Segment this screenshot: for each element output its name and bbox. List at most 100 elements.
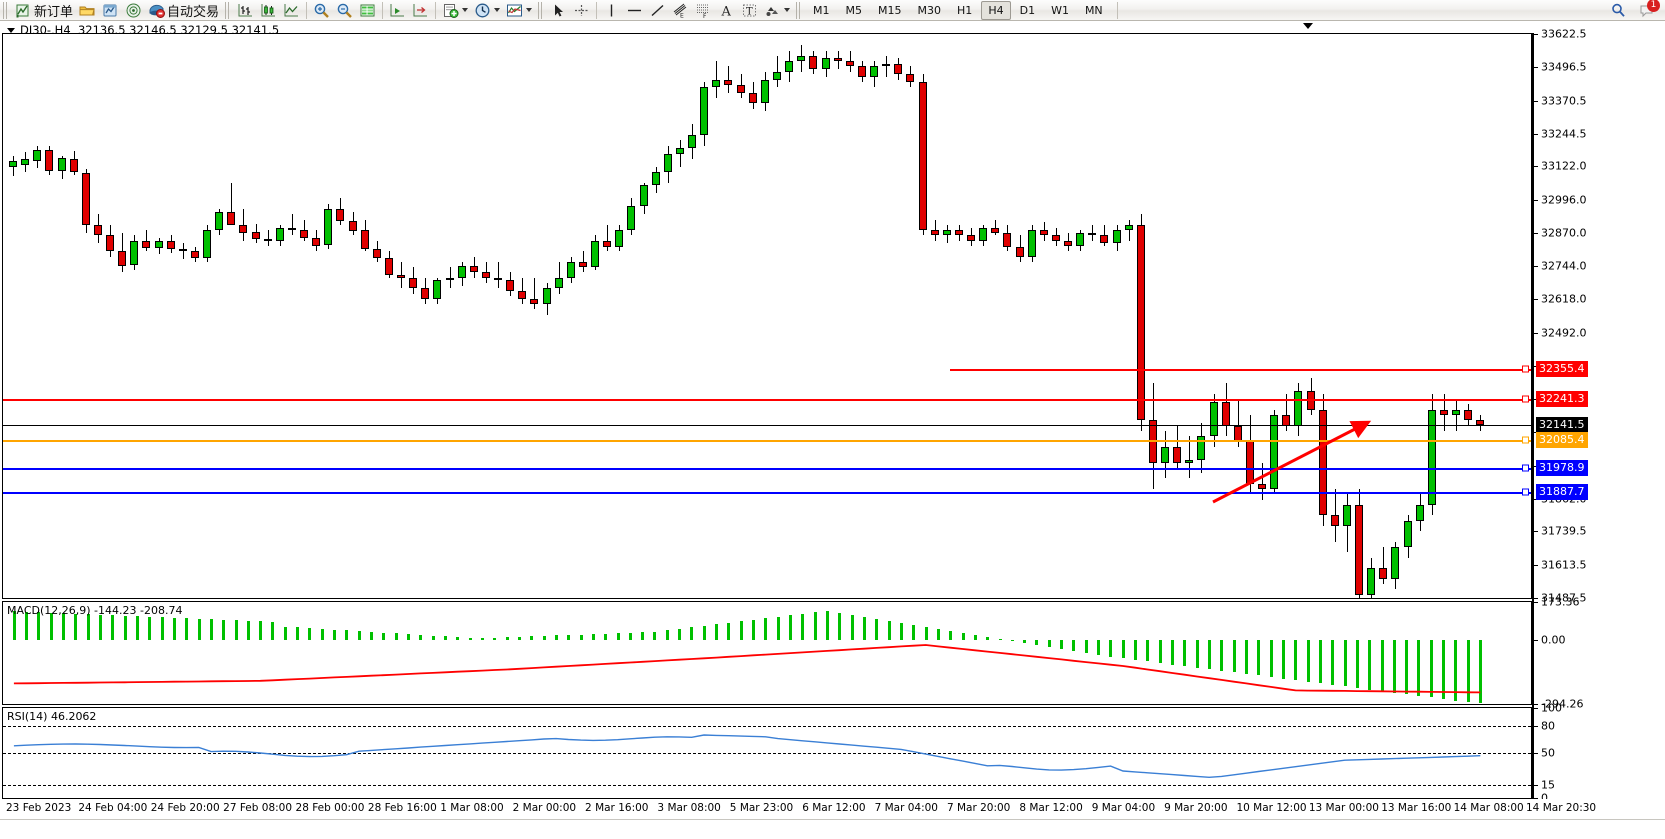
bar-chart-button[interactable]	[234, 0, 257, 20]
price-tick-label: 33370.5	[1541, 94, 1587, 108]
macd-bar	[37, 612, 41, 640]
indicators-button[interactable]	[503, 0, 535, 20]
timeframe-h4[interactable]: H4	[981, 0, 1011, 20]
price-tick	[1534, 100, 1538, 102]
navigator-button[interactable]	[122, 0, 145, 20]
timeframe-m30[interactable]: M30	[917, 3, 942, 17]
new-order-button[interactable]: 新订单	[12, 0, 76, 20]
macd-bar	[320, 628, 324, 640]
price-level-handle[interactable]	[1522, 436, 1529, 444]
price-level-resistance-lower[interactable]	[3, 398, 1531, 401]
auto-scroll-button[interactable]	[409, 0, 432, 20]
macd-bar	[98, 614, 102, 640]
templates-dropdown-arrow[interactable]	[462, 8, 469, 12]
time-tick-label: 7 Mar 20:00	[946, 802, 1011, 814]
chart-collapse-arrow-icon[interactable]	[1303, 23, 1313, 29]
macd-indicator-pane[interactable]: MACD(12,26,9) -144.23 -208.74	[2, 601, 1532, 705]
price-level-handle[interactable]	[1522, 395, 1529, 403]
price-level-handle[interactable]	[1522, 488, 1529, 496]
toolbar-grip-4[interactable]	[796, 1, 803, 19]
vertical-line-button[interactable]	[600, 0, 623, 20]
candle-body	[21, 158, 30, 165]
macd-bar	[875, 618, 879, 640]
macd-bar	[49, 612, 53, 640]
candlestick-chart-button[interactable]	[257, 0, 280, 20]
crosshair-button[interactable]	[570, 0, 593, 20]
timeframe-w1[interactable]: W1	[1051, 3, 1069, 17]
rsi-tick	[1534, 784, 1538, 786]
price-tag-resistance-upper: 32355.4	[1536, 360, 1588, 377]
trend-line-button[interactable]	[646, 0, 669, 20]
period-icon	[474, 2, 491, 19]
period-button[interactable]	[471, 0, 503, 20]
timeframe-m5[interactable]: M5	[845, 3, 863, 17]
shapes-button[interactable]	[761, 0, 793, 20]
timeframe-mn[interactable]: MN	[1084, 3, 1103, 17]
line-chart-button[interactable]	[280, 0, 303, 20]
equidistant-channel-button[interactable]: E	[669, 0, 692, 20]
cursor-button[interactable]	[547, 0, 570, 20]
candle-body	[1439, 409, 1448, 416]
price-level-support-lower[interactable]	[3, 492, 1531, 495]
macd-bar	[1047, 639, 1051, 648]
templates-button[interactable]	[439, 0, 471, 20]
time-axis[interactable]: 23 Feb 2023 24 Feb 04:00 24 Feb 20:00 27 Fe…	[2, 799, 1665, 819]
chart-shift-button[interactable]	[386, 0, 409, 20]
timeframe-m1[interactable]: M1	[813, 3, 830, 17]
toolbar-grip[interactable]	[3, 1, 9, 19]
candle-body	[578, 261, 587, 268]
equidistant-channel-icon: E	[672, 2, 689, 19]
market-watch-button[interactable]	[99, 0, 122, 20]
timeframe-m15[interactable]: M15	[878, 3, 902, 17]
alerts-button[interactable]: 1	[1636, 0, 1660, 20]
time-tick-label: 27 Feb 08:00	[223, 802, 293, 814]
rsi-tick-label: 50	[1541, 746, 1555, 760]
price-chart-pane[interactable]	[2, 33, 1532, 599]
macd-bar	[456, 637, 460, 640]
macd-bar	[825, 610, 829, 640]
toolbar-grip-3[interactable]	[538, 1, 545, 19]
toolbar-grip-2[interactable]	[225, 1, 232, 19]
indicators-dropdown-arrow[interactable]	[526, 8, 533, 12]
candle-body	[1464, 409, 1473, 421]
macd-bar	[604, 633, 608, 640]
macd-bar	[1429, 639, 1433, 698]
candle-body	[845, 61, 854, 67]
price-level-handle[interactable]	[1522, 365, 1529, 373]
shapes-dropdown-arrow[interactable]	[784, 8, 791, 12]
text-button[interactable]: A	[715, 0, 738, 20]
auto-trading-button[interactable]: 自动交易	[145, 0, 222, 20]
price-level-handle[interactable]	[1522, 464, 1529, 472]
search-button[interactable]	[1607, 0, 1630, 20]
price-level-last-price[interactable]	[3, 425, 1531, 427]
price-tick-label: 32492.0	[1541, 326, 1587, 340]
auto-trading-label: 自动交易	[167, 4, 220, 20]
macd-bar	[394, 633, 398, 640]
candle-body	[45, 150, 54, 171]
price-level-lines	[3, 34, 1531, 598]
timeframe-d1[interactable]: D1	[1019, 3, 1036, 17]
zoom-in-button[interactable]	[310, 0, 333, 20]
price-level-entry-level[interactable]	[3, 440, 1531, 443]
timeframe-h1[interactable]: H1	[957, 3, 973, 17]
chart-menu-arrow-icon[interactable]	[7, 27, 15, 33]
macd-bar	[1010, 639, 1014, 642]
candle-body	[372, 248, 381, 258]
price-axis[interactable]: 33622.5 33496.5 33370.5 33244.5 33122.0 32996…	[1532, 28, 1665, 805]
price-level-support-upper[interactable]	[3, 468, 1531, 471]
data-window-button[interactable]	[356, 0, 379, 20]
time-tick-label: 7 Mar 04:00	[874, 802, 938, 814]
text-label-button[interactable]: T	[738, 0, 761, 20]
zoom-out-button[interactable]	[333, 0, 356, 20]
rsi-indicator-pane[interactable]: RSI(14) 46.2062	[2, 707, 1532, 799]
macd-bar	[1097, 639, 1101, 656]
candle-body	[409, 277, 418, 289]
candle-body	[1003, 232, 1012, 248]
fibonacci-button[interactable]: F	[692, 0, 715, 20]
candle-body	[724, 79, 733, 85]
horizontal-line-button[interactable]	[623, 0, 646, 20]
folder-button[interactable]	[76, 0, 99, 20]
candle-body	[1136, 224, 1145, 421]
price-level-resistance-upper[interactable]	[950, 368, 1531, 371]
period-dropdown-arrow[interactable]	[494, 8, 501, 12]
